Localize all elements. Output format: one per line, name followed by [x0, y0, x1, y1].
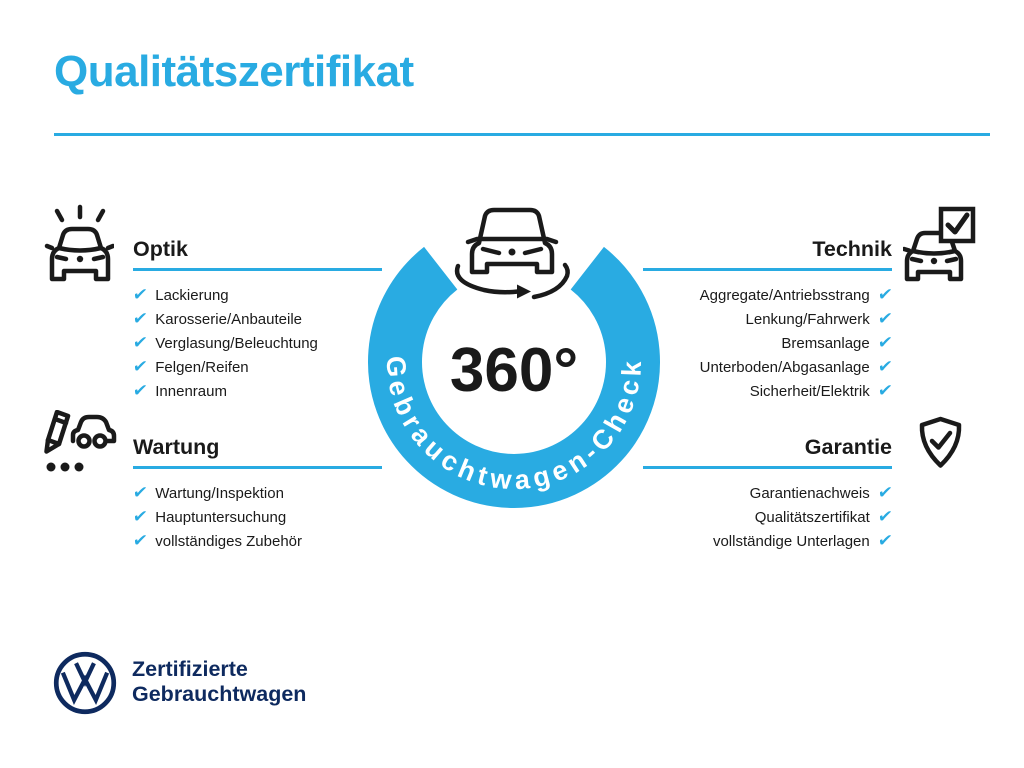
check-icon: ✔	[876, 380, 894, 400]
checklist-item: Bremsanlage ✔	[643, 331, 894, 355]
checklist-item: Lenkung/Fahrwerk ✔	[643, 307, 894, 331]
check-icon: ✔	[876, 506, 894, 526]
check-icon: ✔	[876, 356, 894, 376]
check-icon: ✔	[131, 356, 149, 376]
section-underline	[643, 268, 892, 271]
section-wartung: Wartung ✔ Wartung/Inspektion ✔ Hauptunters…	[131, 434, 382, 553]
checklist-item-label: Innenraum	[155, 382, 227, 400]
brand-line-2: Gebrauchtwagen	[132, 682, 307, 706]
car-shine-icon	[44, 204, 114, 282]
check-icon: ✔	[131, 530, 149, 550]
vw-logo	[53, 651, 117, 715]
checklist-item-label: Unterboden/Abgasanlage	[699, 358, 870, 376]
badge-value: 360°	[450, 336, 578, 405]
checklist-item-label: vollständiges Zubehör	[155, 532, 303, 550]
check-icon: ✔	[131, 332, 149, 352]
checklist-item-label: Qualitätszertifikat	[754, 508, 870, 526]
check-icon: ✔	[131, 308, 149, 328]
checklist-item: Garantienachweis ✔	[643, 481, 894, 505]
checklist-item: ✔ Felgen/Reifen	[131, 355, 382, 379]
check-icon: ✔	[131, 284, 149, 304]
checklist-item-label: Lenkung/Fahrwerk	[745, 310, 870, 328]
checklist-item: vollständige Unterlagen ✔	[643, 529, 894, 553]
check-icon: ✔	[876, 332, 894, 352]
section-title: Optik	[133, 237, 188, 261]
checklist-item: ✔ Wartung/Inspektion	[131, 481, 382, 505]
checklist-item: Qualitätszertifikat ✔	[643, 505, 894, 529]
section-technik: Technik Aggregate/Antriebsstrang ✔ Lenkun…	[643, 236, 894, 403]
pencil-car-service-icon	[44, 410, 117, 472]
checklist-item: Unterboden/Abgasanlage ✔	[643, 355, 894, 379]
section-optik: Optik ✔ Lackierung ✔ Karosserie/Anbauteile…	[131, 236, 382, 403]
checklist-item-label: Wartung/Inspektion	[155, 484, 284, 502]
shield-check-icon	[919, 416, 962, 468]
checklist-item-label: Lackierung	[155, 286, 229, 304]
section-underline	[643, 466, 892, 469]
section-underline	[133, 268, 382, 271]
checklist-item: ✔ Hauptuntersuchung	[131, 505, 382, 529]
checklist-item: ✔ vollständiges Zubehör	[131, 529, 382, 553]
checklist-item-label: Bremsanlage	[781, 334, 870, 352]
header-divider	[54, 133, 990, 136]
check-icon: ✔	[131, 506, 149, 526]
checklist-item-label: Felgen/Reifen	[155, 358, 249, 376]
section-title: Technik	[812, 237, 892, 261]
badge-ring	[368, 246, 660, 508]
check-icon: ✔	[876, 530, 894, 550]
check-icon: ✔	[131, 482, 149, 502]
checklist-item: ✔ Innenraum	[131, 379, 382, 403]
section-garantie: Garantie Garantienachweis ✔ Qualitätszert…	[643, 434, 894, 553]
section-title: Wartung	[133, 435, 220, 459]
checklist-item-label: Garantienachweis	[749, 484, 870, 502]
section-underline	[133, 466, 382, 469]
check-icon: ✔	[131, 380, 149, 400]
checklist-item: ✔ Verglasung/Beleuchtung	[131, 331, 382, 355]
checklist-item-label: Aggregate/Antriebsstrang	[699, 286, 870, 304]
section-title: Garantie	[804, 435, 892, 459]
checklist-item-label: Sicherheit/Elektrik	[749, 382, 870, 400]
checklist-item-label: Karosserie/Anbauteile	[155, 310, 303, 328]
checklist-item: ✔ Karosserie/Anbauteile	[131, 307, 382, 331]
car-rotate-icon	[454, 207, 570, 300]
brand-wordmark: Zertifizierte Gebrauchtwagen	[132, 657, 306, 707]
check-icon: ✔	[876, 482, 894, 502]
page-title: Qualitätszertifikat	[54, 47, 414, 96]
checklist-item: ✔ Lackierung	[131, 283, 382, 307]
car-checklist-icon	[903, 206, 976, 282]
check-icon: ✔	[876, 308, 894, 328]
brand-line-1: Zertifizierte	[132, 657, 248, 681]
check-icon: ✔	[876, 284, 894, 304]
checklist-item: Sicherheit/Elektrik ✔	[643, 379, 894, 403]
badge-360-check: Gebrauchtwagen-Check 360°	[368, 207, 660, 508]
checklist-item-label: Verglasung/Beleuchtung	[155, 334, 318, 352]
checklist-item-label: Hauptuntersuchung	[155, 508, 287, 526]
checklist-item: Aggregate/Antriebsstrang ✔	[643, 283, 894, 307]
checklist-item-label: vollständige Unterlagen	[712, 532, 870, 550]
